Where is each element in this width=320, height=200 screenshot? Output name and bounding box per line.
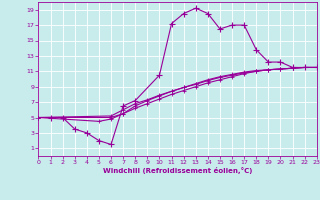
X-axis label: Windchill (Refroidissement éolien,°C): Windchill (Refroidissement éolien,°C) [103,167,252,174]
